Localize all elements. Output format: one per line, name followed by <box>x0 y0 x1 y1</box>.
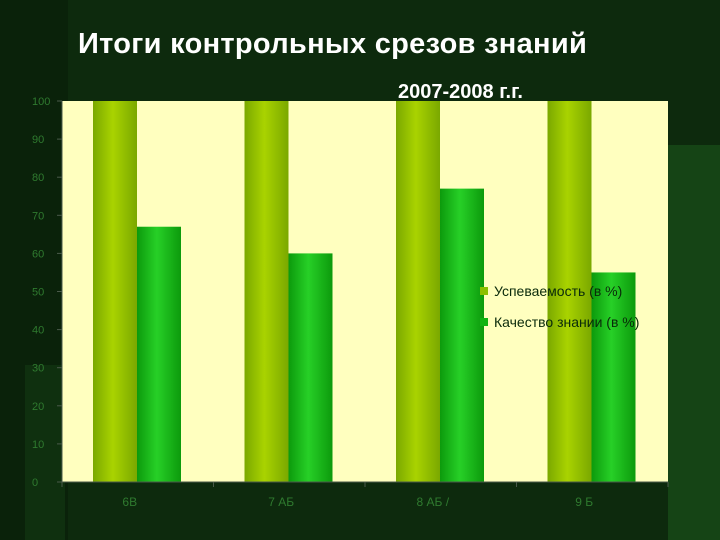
x-tick-labels: 6В 7 АБ 8 АБ / 9 Б <box>122 495 593 509</box>
y-tick-label: 50 <box>32 287 44 299</box>
legend-item-quality: Качество знании (в %) <box>480 314 639 330</box>
legend: Успеваемость (в %) Качество знании (в %) <box>480 283 639 345</box>
legend-label-success: Успеваемость (в %) <box>494 283 623 299</box>
legend-swatch-quality <box>480 318 488 326</box>
y-tick-label: 10 <box>32 439 44 451</box>
y-tick-label: 40 <box>32 325 44 337</box>
legend-item-success: Успеваемость (в %) <box>480 283 639 299</box>
bars-group <box>93 101 636 482</box>
background-band-bottom <box>25 365 65 540</box>
bar-quality-3 <box>591 272 636 482</box>
y-tick-labels: 0 10 20 30 40 50 60 70 80 90 100 <box>32 96 50 489</box>
x-tick-label: 8 АБ / <box>416 495 449 509</box>
y-tick-label: 80 <box>32 172 44 184</box>
x-tick-label: 9 Б <box>575 495 593 509</box>
x-tick-label: 6В <box>122 495 137 509</box>
bar-quality-0 <box>137 226 181 482</box>
slide-title: Итоги контрольных срезов знаний <box>78 28 588 60</box>
legend-label-quality: Качество знании (в %) <box>494 314 640 330</box>
chart-title: 2007-2008 г.г. <box>398 81 523 103</box>
y-tick-label: 20 <box>32 401 44 413</box>
bar-quality-1 <box>288 253 333 482</box>
background-band-right <box>668 145 720 540</box>
legend-swatch-success <box>480 287 488 295</box>
bar-success-3 <box>547 101 592 482</box>
axes-group <box>57 100 669 487</box>
x-tick-label: 7 АБ <box>268 495 294 509</box>
bar-success-2 <box>396 101 440 482</box>
y-tick-label: 60 <box>32 248 44 260</box>
bar-success-0 <box>93 101 137 482</box>
y-tick-label: 30 <box>32 363 44 375</box>
y-tick-label: 0 <box>32 477 38 489</box>
bar-quality-2 <box>440 188 484 482</box>
y-tick-label: 90 <box>32 134 44 146</box>
y-tick-label: 100 <box>32 96 50 108</box>
y-tick-label: 70 <box>32 210 44 222</box>
bar-success-1 <box>244 101 289 482</box>
